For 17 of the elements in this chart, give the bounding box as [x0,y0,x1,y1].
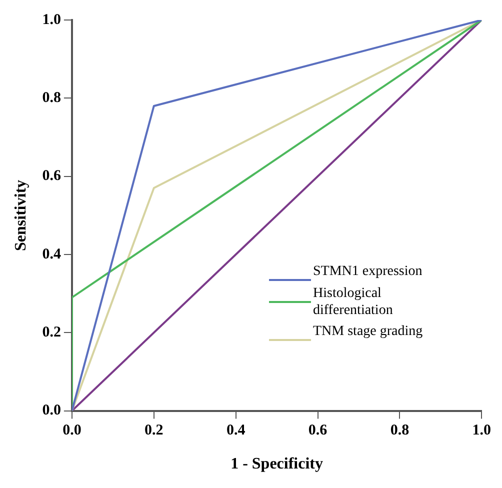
legend-label: Histological differentiation [313,285,394,319]
x-axis-title: 1 - Specificity [230,456,323,473]
legend-label: STMN1 expression [313,263,424,280]
y-tick-label: 1.0 [42,12,61,28]
y-tick-label: 0.6 [42,168,62,184]
x-tick-label: 0.0 [62,422,82,439]
x-tick-label: 0.2 [144,422,164,439]
y-tick-label: 0.8 [42,90,61,106]
y-axis-title: Sensitivity [12,180,30,251]
y-tick-label: 0.2 [42,324,61,341]
y-tick-label: 0.4 [42,246,62,262]
x-tick-label: 0.8 [390,422,410,439]
x-tick-label: 0.4 [226,422,246,439]
x-tick-label: 0.6 [308,422,328,439]
legend-label: TNM stage grading [313,323,424,340]
y-tick-label: 0.0 [42,402,61,419]
x-tick-label: 1.0 [472,422,491,439]
